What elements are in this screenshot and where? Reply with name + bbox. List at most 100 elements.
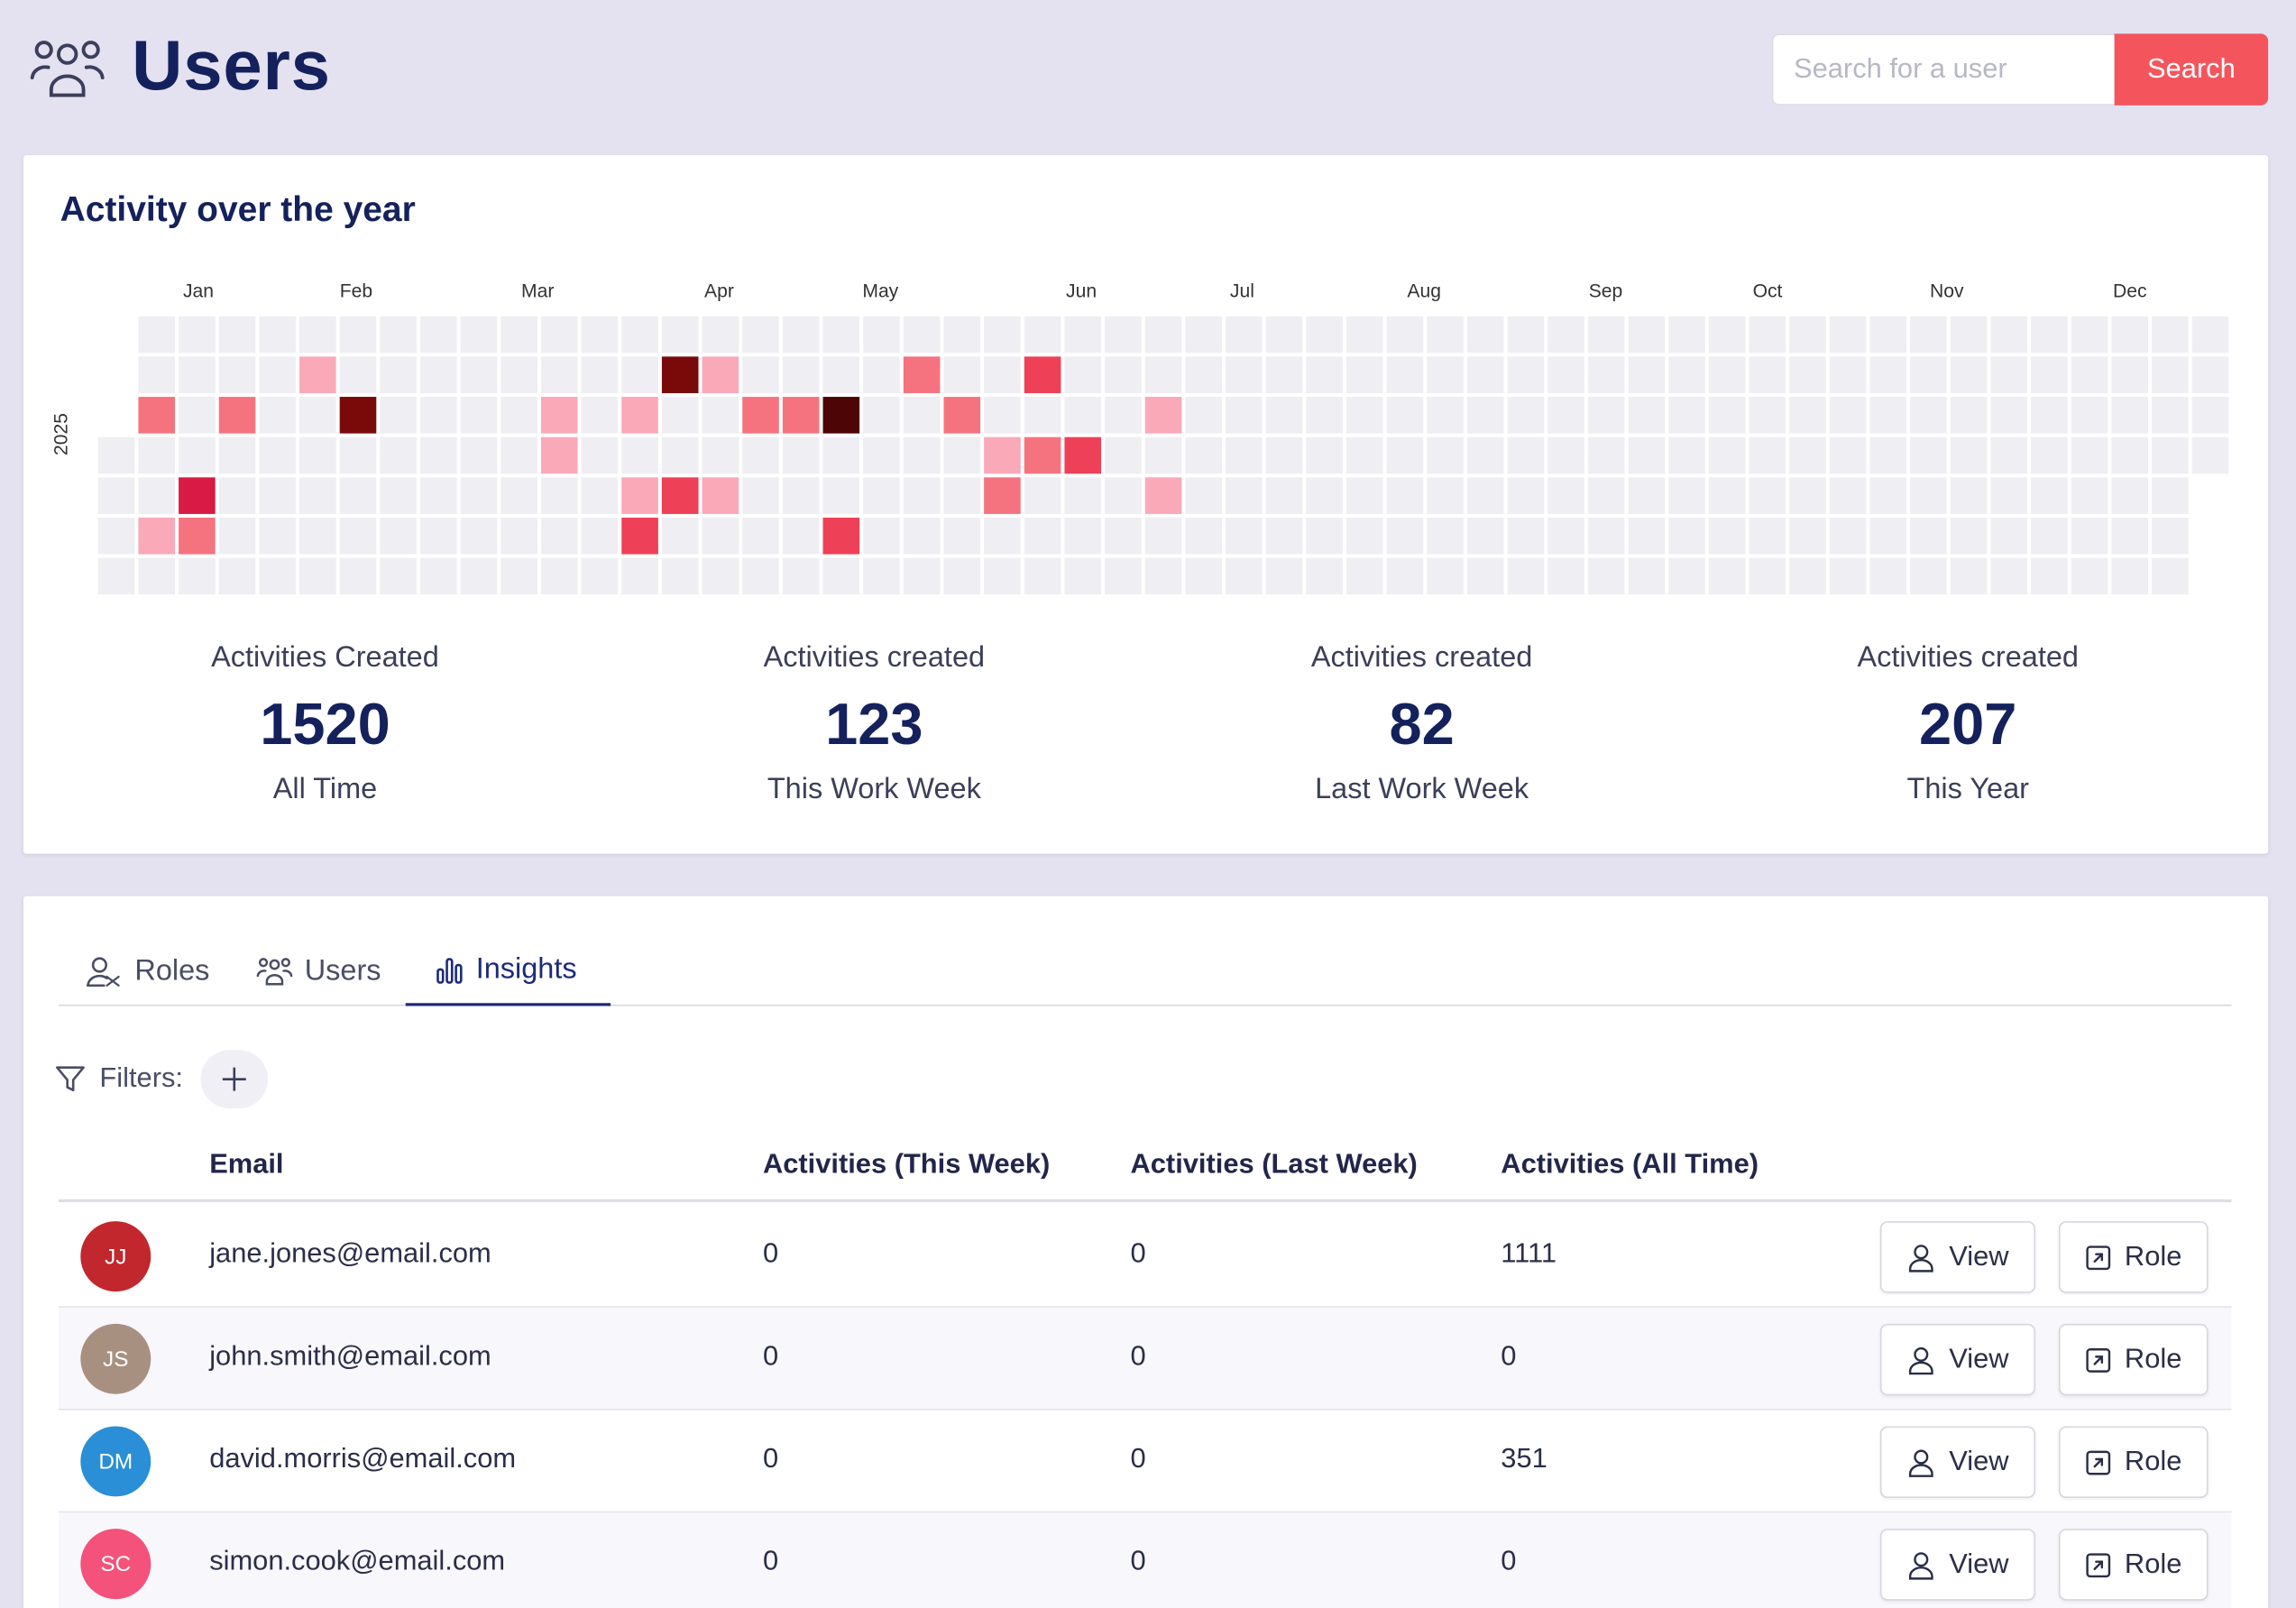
heatmap-cell [299, 316, 336, 354]
avatar-initials: JJ [105, 1244, 127, 1269]
heatmap-cell-active [782, 397, 820, 434]
heatmap-cell-active [179, 517, 216, 555]
avatar: JJ [80, 1221, 152, 1292]
last-week-cell: 0 [1130, 1546, 1146, 1577]
heatmap-cell [1548, 477, 1584, 514]
heatmap-cell [218, 517, 256, 555]
heatmap-cell [903, 316, 941, 354]
tab-label: Insights [475, 953, 577, 986]
heatmap-cell [1990, 477, 2028, 514]
heatmap-cell [501, 517, 537, 555]
user-role-icon [87, 956, 120, 987]
heatmap-cell [1386, 316, 1424, 354]
heatmap-cell [581, 477, 619, 514]
heatmap-cell [1064, 316, 1102, 354]
view-user-button[interactable]: View [1879, 1323, 2035, 1396]
heatmap-cell [1105, 436, 1142, 474]
heatmap-cell [1628, 517, 1666, 555]
heatmap-cell [1749, 356, 1786, 393]
heatmap-month-label: Mar [521, 280, 555, 302]
heatmap-cell-active [621, 477, 658, 514]
heatmap-cell [380, 557, 417, 595]
heatmap-cell [1185, 517, 1222, 555]
heatmap-cell [1226, 436, 1263, 474]
column-activities-this-week[interactable]: Activities (This Week) [762, 1149, 1051, 1181]
heatmap-cell [299, 557, 336, 595]
heatmap-cell-active [822, 397, 860, 434]
role-button[interactable]: Role [2058, 1323, 2209, 1396]
heatmap-cell [1829, 356, 1867, 393]
heatmap-cell [501, 397, 537, 434]
heatmap-cell [1507, 397, 1545, 434]
stat-all-time: Activities Created 1520 All Time [106, 641, 545, 806]
email-cell: john.smith@email.com [209, 1341, 491, 1373]
heatmap-cell [1024, 477, 1061, 514]
heatmap-cell [420, 436, 457, 474]
heatmap-cell-active [540, 436, 578, 474]
heatmap-cell [138, 356, 176, 393]
role-button[interactable]: Role [2058, 1426, 2209, 1499]
heatmap-cell [2031, 316, 2068, 354]
heatmap-cell [581, 557, 619, 595]
tab-users[interactable]: Users [256, 937, 381, 1006]
role-button[interactable]: Role [2058, 1529, 2209, 1601]
heatmap-cell [581, 517, 619, 555]
heatmap-cell-active [661, 477, 699, 514]
user-icon [1909, 1346, 1933, 1374]
view-user-button[interactable]: View [1879, 1529, 2035, 1601]
heatmap-cell [661, 316, 699, 354]
column-activities-last-week[interactable]: Activities (Last Week) [1130, 1149, 1418, 1181]
view-label: View [1949, 1548, 2009, 1580]
add-filter-button[interactable] [200, 1050, 269, 1109]
view-user-button[interactable]: View [1879, 1221, 2035, 1293]
search-button[interactable]: Search [2114, 33, 2269, 106]
heatmap-cell [1265, 316, 1303, 354]
user-icon [1909, 1551, 1933, 1579]
heatmap-cell [1226, 557, 1263, 595]
heatmap-cell [1587, 557, 1625, 595]
tab-label: Roles [134, 954, 210, 988]
heatmap-cell [1345, 397, 1383, 434]
heatmap-cell [1990, 517, 2028, 555]
heatmap-cell [782, 436, 820, 474]
heatmap-cell [702, 397, 739, 434]
heatmap-cell-active [299, 356, 336, 393]
heatmap-cell [1990, 397, 2028, 434]
heatmap-cell [1950, 517, 1988, 555]
activity-title: Activity over the year [60, 190, 416, 230]
heatmap-cell [501, 557, 537, 595]
heatmap-cell [661, 557, 699, 595]
heatmap-cell [742, 316, 779, 354]
table-row: SC simon.cook@email.com 0 0 0 View Role [58, 1512, 2232, 1608]
column-email[interactable]: Email [209, 1149, 284, 1181]
heatmap-month-label: Jun [1066, 280, 1097, 302]
column-activities-all-time[interactable]: Activities (All Time) [1501, 1149, 1759, 1181]
heatmap-cell [2111, 397, 2148, 434]
heatmap-cell [1990, 436, 2028, 474]
heatmap-cell [2071, 557, 2108, 595]
heatmap-cell [1427, 517, 1464, 555]
users-table-card: Roles Users Insights [23, 896, 2269, 1608]
heatmap-cell [1628, 397, 1666, 434]
avatar-initials: JS [103, 1346, 129, 1372]
heatmap-month-label: May [862, 280, 899, 302]
heatmap-cell [1829, 397, 1867, 434]
search-input[interactable] [1771, 33, 2115, 106]
heatmap-cell [1749, 436, 1786, 474]
role-button[interactable]: Role [2058, 1221, 2209, 1293]
heatmap-cell [339, 557, 377, 595]
view-user-button[interactable]: View [1879, 1426, 2035, 1499]
view-label: View [1949, 1343, 2009, 1374]
tab-roles[interactable]: Roles [85, 937, 209, 1006]
heatmap-cell [1144, 517, 1182, 555]
tab-insights[interactable]: Insights [405, 937, 611, 1006]
role-label: Role [2124, 1548, 2182, 1580]
stat-value: 82 [1389, 693, 1455, 758]
user-icon [1909, 1244, 1933, 1272]
heatmap-cell [501, 316, 537, 354]
heatmap-cell [1789, 557, 1826, 595]
heatmap-cell [661, 517, 699, 555]
heatmap-month-label: Oct [1752, 280, 1783, 302]
heatmap-cell [138, 436, 176, 474]
heatmap-cell [863, 397, 900, 434]
